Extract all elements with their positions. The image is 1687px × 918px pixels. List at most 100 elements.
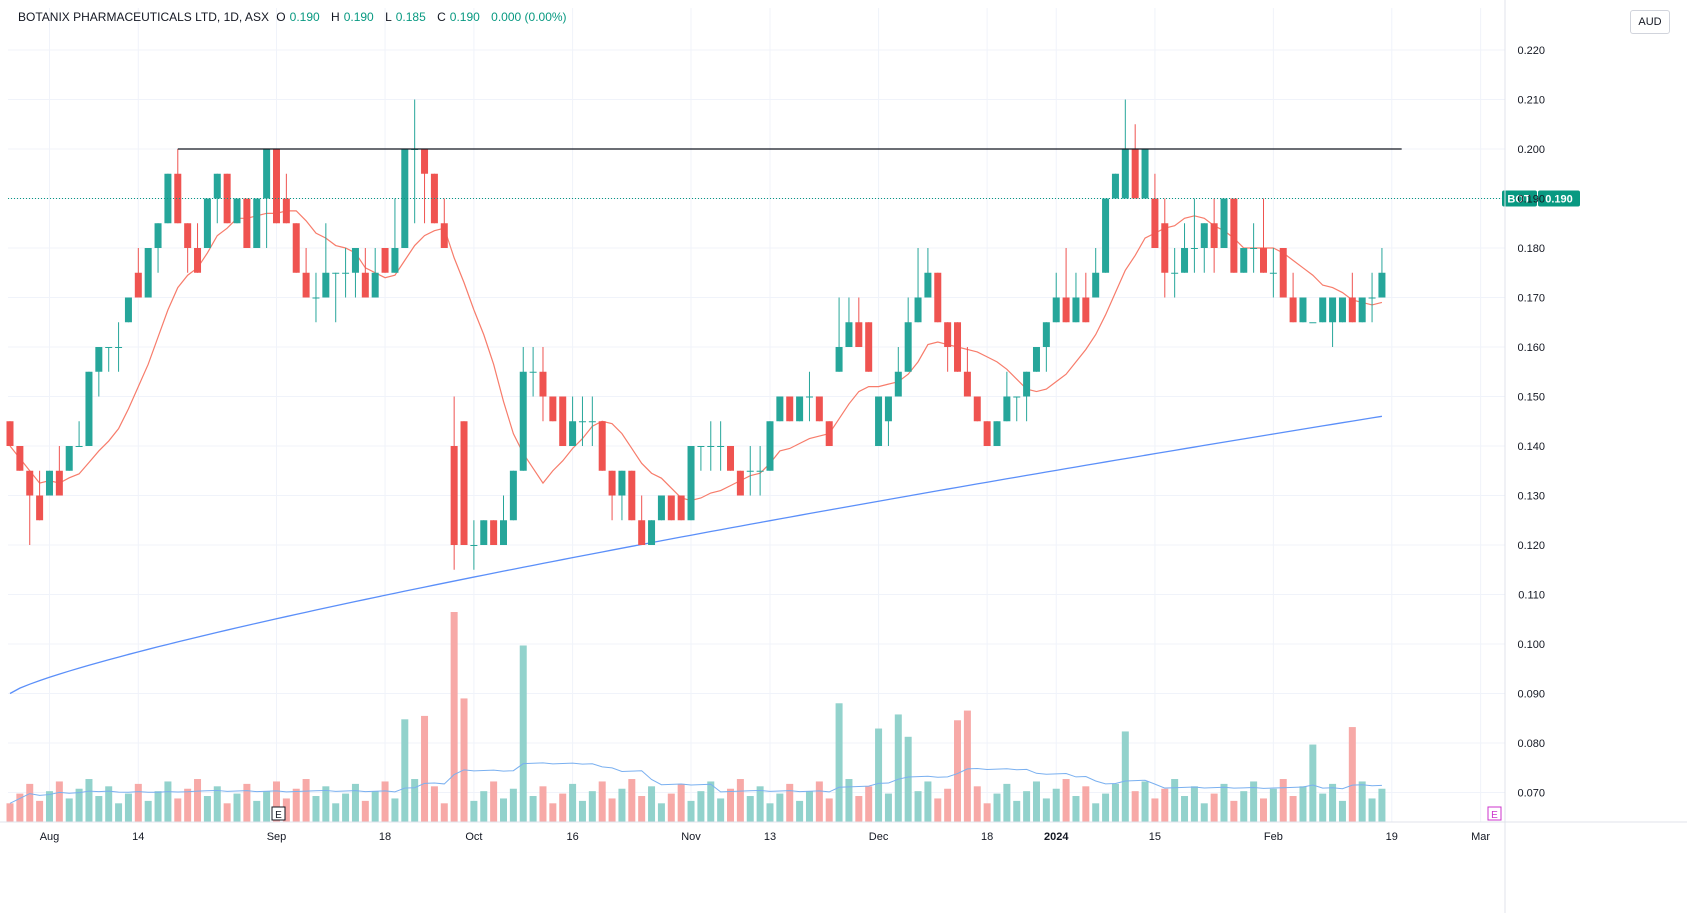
volume-bar xyxy=(371,791,379,822)
candle-body xyxy=(845,322,853,347)
candle-body xyxy=(717,446,725,447)
candle-body xyxy=(460,421,468,545)
candle xyxy=(322,223,330,298)
candle-body xyxy=(243,198,251,248)
volume-bar xyxy=(993,793,1001,822)
x-tick-label: 15 xyxy=(1149,831,1161,843)
volume-bar xyxy=(233,793,241,822)
candle-body xyxy=(509,470,517,521)
candle-body xyxy=(657,495,665,521)
candle xyxy=(351,248,359,298)
volume-bar xyxy=(1161,788,1169,822)
candle xyxy=(924,248,932,298)
candle-body xyxy=(776,396,784,422)
volume-bar xyxy=(519,645,527,822)
volume-bar xyxy=(105,786,113,822)
volume-bar xyxy=(1032,781,1040,822)
change-value: 0.000 (0.00%) xyxy=(491,10,567,24)
low-value: L 0.185 xyxy=(385,10,426,24)
volume-bar xyxy=(578,800,586,822)
candle-body xyxy=(1289,297,1297,323)
volume-bar xyxy=(845,779,853,822)
x-tick-label: 18 xyxy=(981,831,993,843)
candle xyxy=(65,446,73,471)
candle-body xyxy=(1151,198,1159,248)
candle xyxy=(983,421,991,446)
candle xyxy=(588,396,596,446)
candle-body xyxy=(963,371,971,397)
candle-body xyxy=(815,396,823,422)
y-tick-label: 0.150 xyxy=(1517,392,1545,404)
volume-bar xyxy=(124,793,132,822)
volume-bar xyxy=(1131,791,1139,822)
volume-bar xyxy=(351,783,359,822)
volume-bar xyxy=(1279,779,1287,822)
y-tick-label: 0.170 xyxy=(1517,293,1545,305)
ticker-tag: BOT xyxy=(1507,194,1531,206)
candle xyxy=(450,396,458,570)
candle-body xyxy=(144,248,152,298)
currency-button[interactable]: AUD xyxy=(1630,10,1670,34)
volume-bar xyxy=(450,612,458,822)
candle-body xyxy=(786,396,794,422)
candle-body xyxy=(263,149,271,199)
candle xyxy=(174,149,182,224)
volume-bar xyxy=(727,788,735,822)
candle xyxy=(707,421,715,471)
candle-body xyxy=(1003,396,1011,422)
candle-body xyxy=(282,198,290,224)
volume-bar xyxy=(1181,796,1189,822)
x-tick-label: 13 xyxy=(764,831,776,843)
candle-body xyxy=(65,446,73,471)
candle xyxy=(884,396,892,446)
volume-bar xyxy=(1368,798,1376,822)
volume-bar xyxy=(75,788,83,822)
candle-body xyxy=(766,421,774,471)
candle-body xyxy=(490,520,498,545)
volume-bar xyxy=(1358,781,1366,822)
candle-body xyxy=(954,322,962,372)
symbol-name[interactable]: BOTANIX PHARMACEUTICALS LTD, 1D, ASX xyxy=(18,10,269,24)
candle-body xyxy=(1190,248,1198,249)
candle xyxy=(855,297,863,347)
candle-body xyxy=(322,272,330,298)
price-tag-bg xyxy=(1538,190,1580,207)
candle-body xyxy=(1111,173,1119,199)
y-tick-label: 0.130 xyxy=(1517,491,1545,503)
candle-body xyxy=(115,347,123,348)
open-value: O 0.190 xyxy=(276,10,320,24)
volume-bar xyxy=(1269,788,1277,822)
candle xyxy=(677,495,685,521)
candle xyxy=(144,248,152,298)
volume-bar xyxy=(144,800,152,822)
volume-bar xyxy=(894,714,902,822)
candle xyxy=(371,248,379,298)
candle xyxy=(243,198,251,248)
volume-bar xyxy=(914,791,922,822)
candle-body xyxy=(75,446,83,447)
candle xyxy=(1240,248,1248,273)
candle-body xyxy=(904,322,912,372)
candle xyxy=(628,470,636,521)
candle-body xyxy=(588,421,596,423)
candle xyxy=(36,470,44,521)
candle xyxy=(1250,223,1258,273)
x-tick-label: 19 xyxy=(1386,831,1398,843)
candle-body xyxy=(1082,297,1090,323)
volume-ma-line xyxy=(9,762,1382,804)
x-tick-label: 18 xyxy=(379,831,391,843)
volume-bar xyxy=(1309,744,1317,822)
volume-bar xyxy=(973,786,981,822)
candle xyxy=(194,223,202,273)
candle xyxy=(894,347,902,397)
candle-body xyxy=(1309,322,1317,324)
candle-body xyxy=(973,396,981,422)
candle xyxy=(1003,371,1011,422)
volume-bar xyxy=(1042,798,1050,822)
candle xyxy=(559,396,567,446)
candle xyxy=(342,248,350,298)
